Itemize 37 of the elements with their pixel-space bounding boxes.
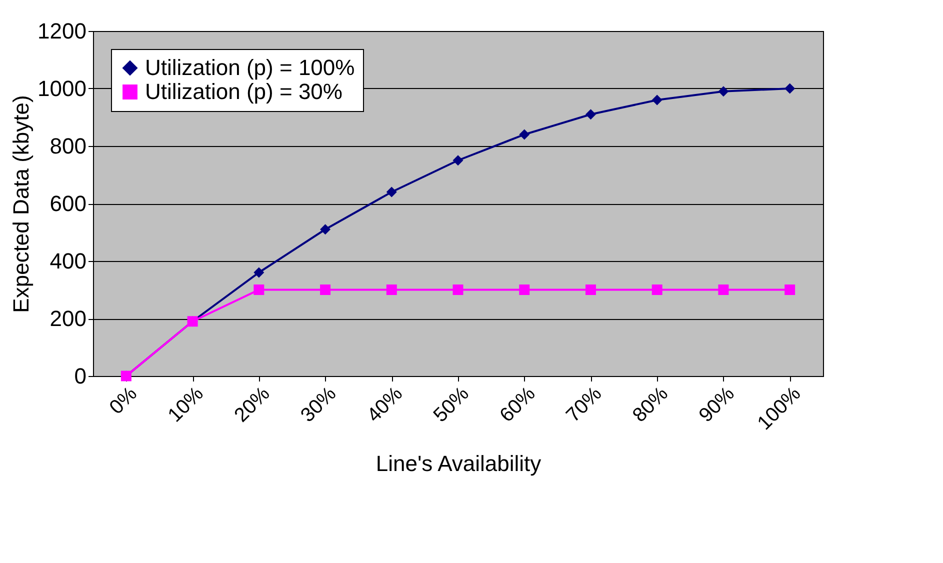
point xyxy=(386,284,397,295)
x-tick-label: 80% xyxy=(628,382,673,427)
point xyxy=(718,86,729,97)
y-tick-label: 400 xyxy=(50,248,86,274)
y-tick-label: 600 xyxy=(50,191,86,216)
x-tick-label: 60% xyxy=(496,382,540,427)
point xyxy=(718,284,729,295)
point xyxy=(452,284,464,295)
y-tick-label: 1200 xyxy=(38,18,86,44)
point xyxy=(320,224,331,235)
y-axis-title: Expected Data (kbyte) xyxy=(8,95,34,313)
legend-label: Utilization (p) = 100% xyxy=(145,55,355,80)
y-tick-label: 1000 xyxy=(38,76,86,101)
point xyxy=(452,155,464,166)
point xyxy=(254,267,264,278)
x-axis-title: Line's Availability xyxy=(376,450,542,476)
point xyxy=(386,186,397,198)
point xyxy=(784,284,796,295)
x-tick-label: 50% xyxy=(429,382,474,427)
point xyxy=(519,284,530,295)
point xyxy=(652,94,662,106)
point xyxy=(519,129,530,140)
x-tick-label: 70% xyxy=(562,382,606,427)
y-tick-label: 200 xyxy=(50,306,86,331)
legend-label: Utilization (p) = 30% xyxy=(145,79,342,104)
x-tick-label: 30% xyxy=(296,382,341,427)
y-tick-label: 0 xyxy=(74,364,86,388)
x-tick-label: 90% xyxy=(694,382,739,427)
x-tick-label: 40% xyxy=(363,382,408,427)
point xyxy=(784,83,796,94)
y-tick-label: 800 xyxy=(50,134,86,158)
point xyxy=(320,284,331,295)
point xyxy=(585,109,596,120)
x-tick-label: 0% xyxy=(106,382,142,419)
point xyxy=(585,284,596,295)
point xyxy=(254,284,264,295)
point xyxy=(652,284,662,295)
